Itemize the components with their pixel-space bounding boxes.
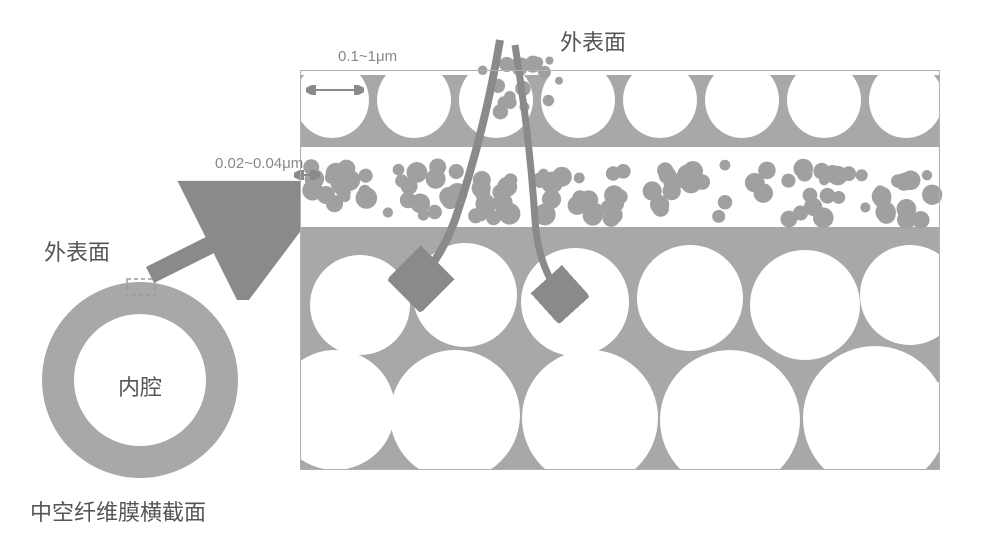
label-pore-mid: 0.02~0.04μm: [215, 155, 303, 172]
label-outer-surface-top: 外表面: [560, 25, 626, 57]
label-caption: 中空纤维膜横截面: [30, 495, 206, 527]
label-lumen: 内腔: [118, 370, 162, 402]
label-pore-top: 0.1~1μm: [338, 48, 397, 65]
membrane-panel: [300, 70, 940, 470]
label-outer-surface-left: 外表面: [44, 235, 110, 267]
